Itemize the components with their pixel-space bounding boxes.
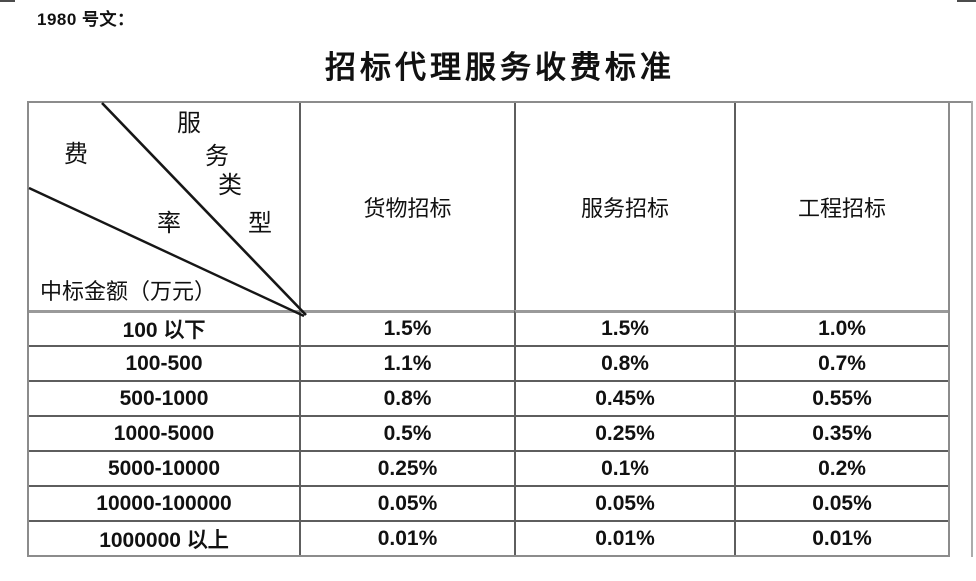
fee-value: 0.55% [734, 380, 948, 415]
row-label: 10000-100000 [29, 485, 299, 520]
table-top-border-extension [950, 101, 973, 103]
row-label: 1000-5000 [29, 415, 299, 450]
fee-value: 0.05% [514, 485, 734, 520]
row-label: 500-1000 [29, 380, 299, 415]
fee-value: 0.01% [299, 520, 514, 555]
fee-value: 0.25% [299, 450, 514, 485]
corner-service-type-char: 务 [205, 144, 229, 170]
fee-value: 0.45% [514, 380, 734, 415]
row-label: 100-500 [29, 345, 299, 380]
corner-service-type-char: 类 [218, 173, 242, 199]
fee-value: 1.5% [299, 310, 514, 345]
row-label: 5000-10000 [29, 450, 299, 485]
screen-top-left-artifact [0, 0, 15, 2]
corner-amount-label: 中标金额（万元） [40, 279, 217, 304]
fee-value: 0.8% [299, 380, 514, 415]
fee-value: 0.7% [734, 345, 948, 380]
fee-value: 1.5% [514, 310, 734, 345]
corner-service-type-char: 服 [177, 111, 201, 137]
fee-value: 0.05% [734, 485, 948, 520]
fee-value: 0.8% [514, 345, 734, 380]
column-header-works: 工程招标 [734, 103, 948, 310]
fee-value: 1.0% [734, 310, 948, 345]
page-title: 招标代理服务收费标准 [325, 50, 675, 85]
corner-fee-rate-char: 率 [157, 211, 181, 237]
fee-value: 0.5% [299, 415, 514, 450]
row-label: 100 以下 [29, 310, 299, 345]
fee-value: 0.01% [514, 520, 734, 555]
fee-value: 0.01% [734, 520, 948, 555]
fee-value: 0.25% [514, 415, 734, 450]
fee-value: 0.35% [734, 415, 948, 450]
fee-table: 服 务 类 型 费 率 中标金额（万元） 货物招标 服务招标 工程招标 100 … [27, 101, 950, 557]
page-edge-line [971, 101, 973, 557]
screen-top-right-artifact [957, 0, 976, 2]
column-header-services: 服务招标 [514, 103, 734, 310]
fee-value: 0.1% [514, 450, 734, 485]
fee-value: 0.05% [299, 485, 514, 520]
column-header-goods: 货物招标 [299, 103, 514, 310]
diagonal-header-cell: 服 务 类 型 费 率 中标金额（万元） [28, 102, 307, 318]
row-label: 1000000 以上 [29, 520, 299, 555]
fee-value: 1.1% [299, 345, 514, 380]
corner-fee-rate-char: 费 [64, 142, 88, 168]
doc-ref-number: 1980 号文： [37, 10, 135, 29]
fee-value: 0.2% [734, 450, 948, 485]
diagonal-divider-lines [28, 102, 307, 318]
corner-service-type-char: 型 [248, 211, 272, 237]
